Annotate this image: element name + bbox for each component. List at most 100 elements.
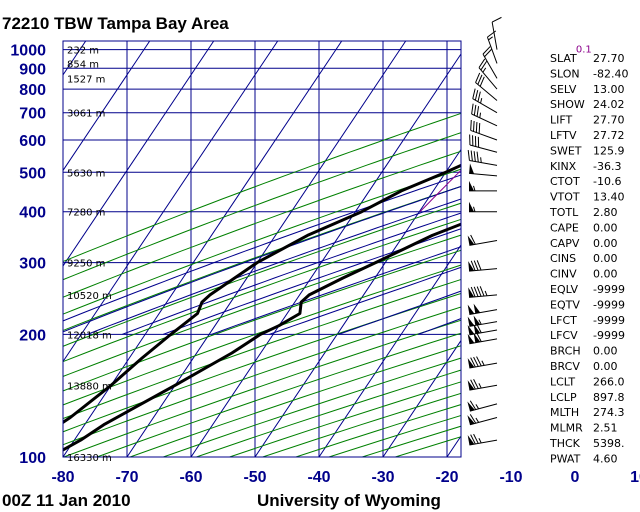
barb-pennant (473, 323, 481, 334)
index-value: 0.00 (593, 252, 618, 265)
isotherm (382, 339, 461, 457)
index-value: 0.00 (593, 237, 618, 250)
dry-adiabat (63, 150, 461, 298)
pressure-tick-label: 1000 (10, 43, 46, 60)
wind-barb (467, 414, 498, 426)
barb-full (467, 150, 470, 161)
temperature-tick-label: 0 (571, 469, 580, 486)
dry-adiabat (63, 202, 461, 347)
index-name: SLAT (550, 52, 577, 65)
index-name: MLTH (550, 406, 579, 419)
index-value: 125.9 (593, 144, 625, 157)
height-label: 5630 m (67, 168, 105, 179)
barb-pennant (469, 180, 474, 191)
isotherm (63, 41, 343, 457)
pressure-tick-label: 200 (19, 327, 46, 344)
barb-staff (482, 53, 498, 79)
index-value: 266.0 (593, 375, 625, 388)
dry-adiabat (63, 168, 461, 315)
barb-staff (469, 403, 498, 412)
dry-adiabat (63, 218, 461, 363)
pressure-tick-label: 500 (19, 165, 46, 182)
index-value: -9999 (593, 314, 625, 327)
barb-half (481, 360, 485, 366)
barb-staff (469, 329, 498, 336)
dry-adiabat (63, 292, 461, 433)
index-value: 24.02 (593, 98, 625, 111)
index-name: LCLP (550, 391, 577, 404)
barb-half (488, 36, 493, 41)
barb-full (473, 260, 479, 271)
wind-barb (469, 134, 498, 153)
temperature-tick-label: -40 (307, 469, 330, 486)
index-value: -82.40 (593, 67, 628, 80)
barb-full (471, 103, 474, 115)
wind-barb (469, 180, 497, 192)
barb-pennant (467, 401, 475, 412)
index-name: LFCV (550, 329, 578, 342)
barb-pennant (467, 380, 475, 391)
wind-barb (467, 315, 498, 327)
isotherm (63, 41, 215, 267)
isotherm (0, 41, 22, 457)
barb-half (473, 206, 476, 212)
barb-full (479, 76, 485, 87)
barb-full (478, 58, 486, 68)
barb-half (478, 383, 482, 389)
barb-staff (469, 417, 498, 426)
height-label: 232 m (67, 46, 99, 57)
barb-pennant (467, 358, 475, 368)
barb-staff (491, 21, 498, 50)
index-name: EQTV (550, 298, 580, 311)
index-name: KINX (550, 160, 577, 173)
index-name: VTOT (550, 191, 580, 204)
wind-barb (472, 88, 498, 114)
wind-barb (467, 433, 498, 446)
barb-full (475, 72, 481, 83)
height-label: 9250 m (67, 259, 105, 270)
barb-full (469, 400, 477, 410)
barb-staff (469, 159, 498, 166)
barb-full (470, 379, 476, 390)
index-value: 2.51 (593, 422, 618, 435)
height-label: 3061 m (67, 109, 105, 120)
height-label: 7280 m (67, 208, 105, 219)
barb-full (473, 121, 475, 132)
barb-staff (478, 67, 498, 90)
pressure-tick-label: 900 (19, 61, 46, 78)
barb-full (473, 433, 479, 444)
barb-staff (475, 82, 498, 101)
index-name: CAPE (550, 221, 579, 234)
dry-adiabat (63, 249, 461, 392)
height-label: 13880 m (67, 381, 112, 392)
barb-full (470, 150, 473, 162)
index-value: 27.70 (593, 114, 625, 127)
barb-half (482, 67, 487, 73)
index-value: 13.40 (593, 191, 625, 204)
dry-adiabat (63, 278, 461, 420)
barb-half (484, 290, 488, 296)
dry-adiabat (63, 132, 461, 281)
barb-full (477, 91, 481, 102)
index-value: 27.72 (593, 129, 625, 142)
barb-full (470, 434, 476, 445)
index-name: MLMR (550, 422, 583, 435)
pressure-tick-label: 300 (19, 256, 46, 273)
barb-pennant (467, 333, 475, 344)
index-value: 27.70 (593, 52, 625, 65)
isotherm (63, 41, 87, 76)
wind-barb (491, 16, 502, 50)
wind-barb (468, 286, 498, 298)
barb-pennant (467, 325, 475, 335)
barb-pennant (467, 304, 475, 315)
wind-barb (467, 234, 498, 246)
index-name: CINV (550, 268, 577, 281)
wind-barb (475, 72, 498, 101)
dry-adiabat (63, 264, 461, 406)
isotherm (63, 41, 279, 363)
index-name: LFTV (550, 129, 577, 142)
background-grid (0, 41, 461, 457)
moist-adiabat (269, 266, 461, 335)
wind-barb (468, 260, 498, 272)
isotherm (63, 41, 151, 172)
